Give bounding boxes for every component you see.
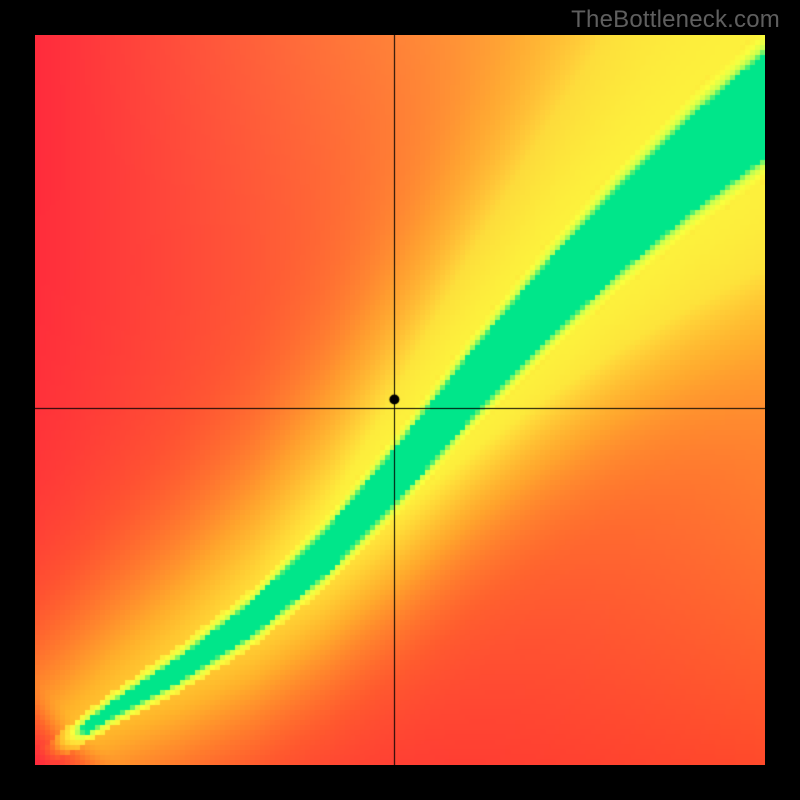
heatmap-canvas bbox=[35, 35, 765, 765]
plot-area bbox=[35, 35, 765, 765]
watermark-text: TheBottleneck.com bbox=[571, 6, 780, 34]
chart-container: TheBottleneck.com bbox=[0, 0, 800, 800]
